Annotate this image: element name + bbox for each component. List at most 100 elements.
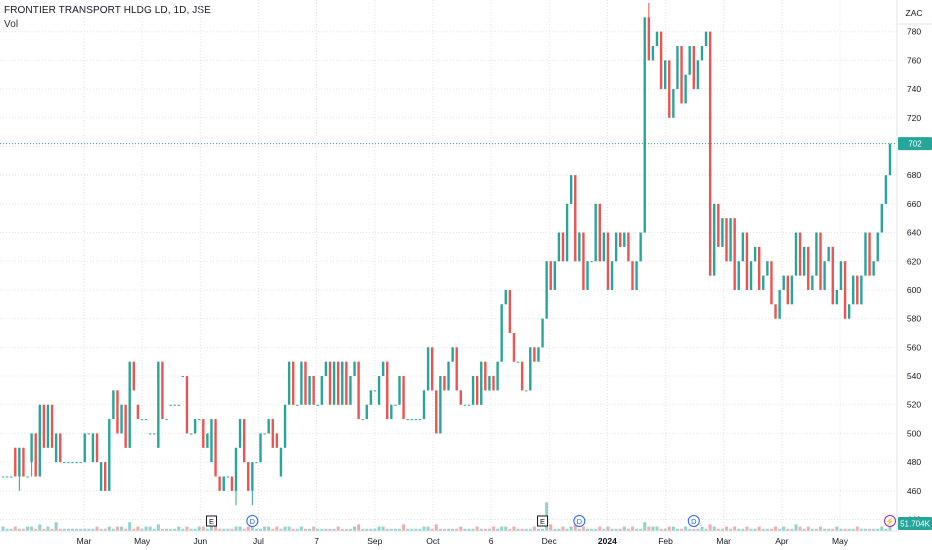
candle-body bbox=[508, 289, 512, 333]
time-tick-label: May bbox=[134, 536, 151, 546]
event-marker[interactable]: D bbox=[687, 515, 700, 527]
candle-body bbox=[831, 246, 834, 305]
volume-bar bbox=[156, 524, 160, 531]
event-marker[interactable]: E bbox=[537, 515, 549, 527]
candle-body bbox=[856, 275, 859, 305]
time-axis[interactable]: Mar May Jun Jul 7 Sep Oct 6 Dec 2024 Feb Mar Apr May bbox=[77, 536, 849, 546]
candle-body bbox=[655, 31, 659, 47]
candle-body bbox=[124, 404, 127, 448]
candle-body bbox=[406, 419, 409, 421]
dividend-marker[interactable] bbox=[573, 515, 586, 527]
volume-bar bbox=[259, 528, 263, 531]
time-tick-label: Sep bbox=[367, 536, 382, 546]
dividend-marker[interactable] bbox=[687, 515, 700, 527]
candle-body bbox=[602, 232, 606, 262]
price-tick-label: 540 bbox=[907, 371, 921, 381]
volume-bar bbox=[823, 528, 827, 531]
candle-body bbox=[251, 462, 254, 491]
volume-bar bbox=[810, 528, 814, 531]
earnings-marker[interactable] bbox=[205, 515, 217, 527]
event-markers[interactable]: E D E D D ⚡ bbox=[205, 515, 896, 527]
candle-body bbox=[864, 232, 867, 276]
volume-bar bbox=[13, 526, 17, 531]
volume-bar bbox=[712, 526, 716, 531]
volume-bar bbox=[287, 526, 291, 531]
last-price-label: 702 bbox=[908, 140, 922, 149]
candle-body bbox=[488, 376, 491, 391]
volume-bar bbox=[536, 528, 540, 531]
earnings-marker[interactable] bbox=[537, 515, 549, 527]
candle-body bbox=[582, 232, 585, 290]
time-tick-label: Oct bbox=[426, 536, 440, 546]
price-tick-label: 740 bbox=[907, 84, 921, 94]
volume-bar bbox=[716, 528, 720, 531]
price-tick-label: 680 bbox=[907, 170, 921, 180]
candle-body bbox=[770, 261, 773, 305]
volume-bar bbox=[193, 528, 197, 531]
volume-bar bbox=[765, 528, 769, 531]
candle-body bbox=[876, 232, 879, 262]
candle-body bbox=[22, 447, 25, 477]
last-volume-label: 51.704K bbox=[900, 520, 930, 529]
volume-bar bbox=[651, 526, 655, 531]
volume-bar bbox=[177, 526, 181, 531]
volume-bar bbox=[26, 526, 30, 531]
candle-body bbox=[103, 462, 107, 491]
candle-body bbox=[663, 60, 667, 90]
candle-body bbox=[525, 390, 528, 392]
volume-bar bbox=[70, 528, 74, 531]
candle-body bbox=[328, 361, 332, 405]
candle-body bbox=[206, 433, 209, 448]
candle-body bbox=[766, 261, 769, 276]
candle-body bbox=[700, 46, 704, 61]
volume-bar bbox=[320, 528, 324, 531]
volume-bar bbox=[62, 528, 66, 531]
volume-bar bbox=[839, 528, 843, 531]
price-axis[interactable]: 4404604805005205405605806006206406606807… bbox=[907, 27, 921, 525]
volume-bar bbox=[729, 528, 733, 531]
candle-body bbox=[247, 462, 250, 491]
volume-bar bbox=[128, 522, 132, 531]
candle-body bbox=[353, 361, 356, 377]
volume-bar bbox=[565, 528, 569, 531]
event-marker[interactable]: E bbox=[205, 515, 217, 527]
candle-body bbox=[54, 433, 58, 463]
volume-bar bbox=[790, 528, 794, 531]
candle-body bbox=[345, 361, 348, 405]
candle-body bbox=[214, 419, 217, 477]
candle-body bbox=[574, 175, 577, 262]
volume-bar bbox=[794, 524, 798, 531]
candle-body bbox=[91, 433, 95, 463]
candle-body bbox=[83, 433, 86, 463]
volume-bar bbox=[95, 526, 99, 531]
candle-body bbox=[341, 361, 344, 405]
volume-bar bbox=[344, 528, 348, 531]
candle-body bbox=[202, 419, 205, 448]
volume-bar bbox=[5, 528, 9, 531]
candle-body bbox=[390, 404, 393, 420]
candle-body bbox=[480, 361, 483, 405]
volume-bar bbox=[120, 526, 124, 531]
candle-body bbox=[381, 361, 385, 377]
candle-body bbox=[500, 304, 503, 362]
split-marker[interactable] bbox=[884, 515, 896, 527]
event-marker[interactable]: D bbox=[573, 515, 586, 527]
event-marker[interactable]: D bbox=[246, 515, 259, 527]
volume-bar bbox=[54, 522, 58, 531]
volume-bar bbox=[459, 526, 463, 531]
volume-bar bbox=[663, 528, 667, 531]
dividend-marker[interactable] bbox=[246, 515, 259, 527]
candle-body bbox=[569, 175, 573, 204]
volume-bar bbox=[136, 526, 140, 531]
volume-bar bbox=[761, 528, 765, 531]
candle-body bbox=[63, 462, 66, 464]
volume-bar bbox=[197, 526, 201, 531]
volume-bar bbox=[643, 522, 647, 531]
candle-body bbox=[545, 261, 548, 319]
volume-bar bbox=[553, 528, 557, 531]
candle-body bbox=[132, 361, 136, 391]
event-marker[interactable]: ⚡ bbox=[884, 515, 896, 527]
volume-bar bbox=[467, 528, 471, 531]
event-marker-label: D bbox=[250, 517, 256, 526]
